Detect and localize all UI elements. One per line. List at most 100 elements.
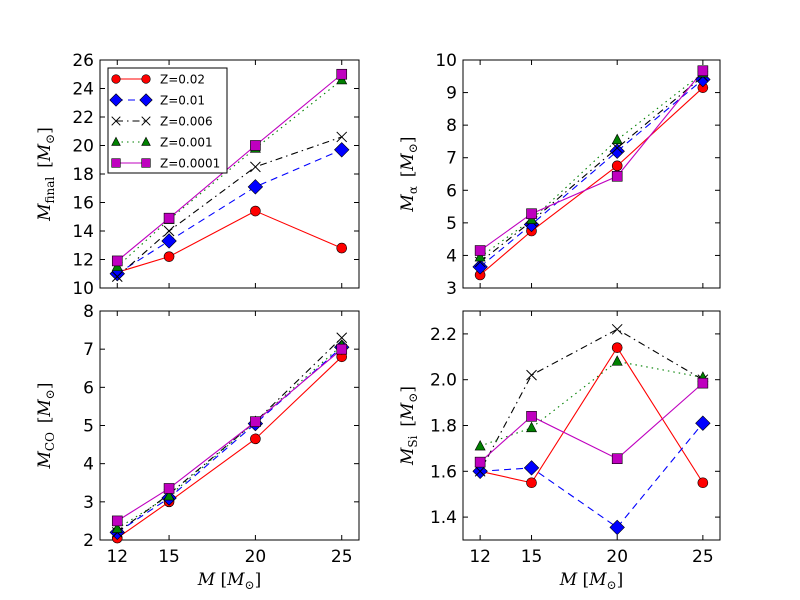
data-point <box>611 355 623 366</box>
x-tick-label: 20 <box>606 547 628 567</box>
data-point <box>474 250 486 262</box>
y-tick-label: 8 <box>83 302 94 322</box>
data-point <box>163 225 175 237</box>
panel-bottom-left: 2 3 4 5 6 7 8 12 15 20 25 MCO [M⊙] M [M⊙] <box>35 302 360 592</box>
data-point <box>611 170 623 182</box>
axes-frame <box>462 310 721 541</box>
y-tick-label: 18 <box>72 165 94 185</box>
x-tick-label: 15 <box>158 547 180 567</box>
series-line-Z-0-006 <box>116 337 343 533</box>
y-tick-label: 5 <box>446 214 457 234</box>
y-axis-label: Mfinal [M⊙] <box>35 127 57 222</box>
data-point <box>163 483 175 494</box>
series-line-Z-0-006 <box>116 136 342 278</box>
legend-label: Z=0.0001 <box>160 157 220 171</box>
data-point <box>609 143 625 159</box>
data-point <box>611 142 623 154</box>
data-point <box>611 453 623 465</box>
y-tick-label: 1.6 <box>430 462 457 482</box>
legend-marker <box>141 74 151 84</box>
legend-label: Z=0.006 <box>160 115 213 129</box>
y-tick-label: 24 <box>72 80 94 100</box>
data-point <box>111 255 123 267</box>
y-axis-label: Mα [M⊙] <box>398 136 420 212</box>
x-axis-label: M [M⊙] <box>559 570 624 592</box>
data-point <box>111 522 123 533</box>
data-point <box>250 161 261 173</box>
legend-marker <box>141 116 151 126</box>
data-point <box>526 369 537 381</box>
y-axis-label: MSi [M⊙] <box>398 386 420 466</box>
axes-frame <box>99 310 360 541</box>
y-tick-label: 3 <box>446 279 457 299</box>
legend-label: Z=0.001 <box>160 136 213 150</box>
data-point <box>697 65 709 77</box>
data-point <box>336 332 348 344</box>
y-tick-label: 26 <box>72 51 94 71</box>
data-point <box>526 208 537 220</box>
data-point <box>163 251 175 262</box>
y-tick-label: 2.0 <box>430 371 457 391</box>
data-point <box>163 489 175 501</box>
y-tick-label: 6 <box>446 181 457 201</box>
data-point <box>611 323 623 335</box>
axes-frame <box>462 59 721 289</box>
x-axis-label: M [M⊙] <box>197 570 262 592</box>
data-point <box>611 342 623 353</box>
y-tick-label: 10 <box>435 51 457 71</box>
y-tick-label: 2.2 <box>430 325 457 345</box>
data-point <box>336 242 348 254</box>
y-axis-label: MCO [M⊙] <box>35 382 57 469</box>
series-line-Z-0-01 <box>479 79 704 268</box>
y-tick-label: 1.8 <box>430 417 457 437</box>
x-tick-label: 20 <box>245 547 267 567</box>
data-point <box>111 515 123 527</box>
data-point <box>161 233 177 249</box>
x-tick-label: 12 <box>106 547 128 567</box>
data-point <box>336 343 348 355</box>
y-tick-label: 3 <box>83 493 94 513</box>
legend-marker <box>141 158 151 168</box>
legend: Z=0.02 Z=0.01 Z=0.006 Z=0.001 Z=0.0001 <box>107 67 228 174</box>
y-tick-label: 14 <box>72 222 94 242</box>
panel-top-right: 3 4 5 6 7 8 9 10 Mα [M⊙] <box>398 51 721 299</box>
y-tick-label: 4 <box>446 246 457 266</box>
data-point <box>611 133 623 145</box>
y-tick-label: 2 <box>83 531 94 551</box>
data-point <box>526 411 537 422</box>
data-point <box>250 433 261 445</box>
legend-marker <box>141 136 151 146</box>
x-tick-label: 25 <box>331 547 353 567</box>
y-tick-label: 20 <box>72 137 94 157</box>
data-point <box>247 179 264 195</box>
legend-marker <box>109 93 123 107</box>
x-tick-label: 12 <box>469 547 491 567</box>
data-point <box>111 271 123 282</box>
data-point <box>695 415 711 431</box>
y-tick-label: 16 <box>72 194 94 214</box>
legend-marker <box>111 116 121 126</box>
y-tick-label: 1.4 <box>430 508 457 528</box>
y-tick-label: 9 <box>446 84 457 104</box>
y-tick-label: 5 <box>83 417 94 437</box>
y-tick-label: 6 <box>83 378 94 398</box>
series-line-Z-0-01 <box>116 149 342 275</box>
series-line-Z-0-006 <box>479 75 704 263</box>
series-line-Z-0-0001 <box>116 348 343 522</box>
data-point <box>336 68 348 80</box>
series-line-Z-0-0001 <box>116 73 343 262</box>
legend-marker <box>139 93 153 107</box>
legend-label: Z=0.02 <box>160 73 205 87</box>
series-line-Z-0-02 <box>117 210 342 273</box>
data-point <box>334 142 350 158</box>
data-point <box>250 140 261 151</box>
data-point <box>609 519 625 536</box>
data-point <box>250 416 261 427</box>
data-point <box>526 421 538 433</box>
y-tick-label: 10 <box>72 279 94 299</box>
y-tick-label: 12 <box>72 251 94 271</box>
data-point <box>697 377 709 389</box>
x-tick-label: 25 <box>692 547 714 567</box>
data-point <box>474 456 486 468</box>
